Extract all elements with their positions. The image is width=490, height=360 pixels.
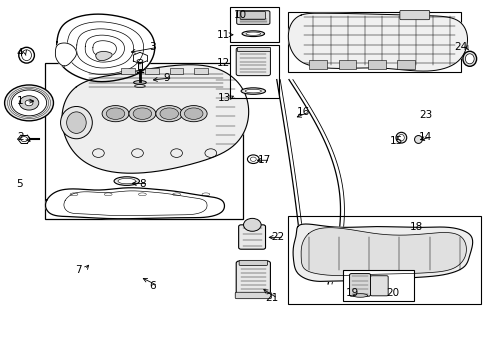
Text: 14: 14	[419, 132, 432, 142]
FancyBboxPatch shape	[239, 260, 268, 265]
Ellipse shape	[160, 108, 178, 120]
Text: 3: 3	[149, 42, 155, 52]
Text: 23: 23	[419, 111, 432, 121]
Text: 9: 9	[164, 73, 170, 83]
Bar	[230, 45, 279, 98]
Ellipse shape	[353, 294, 368, 297]
Text: 18: 18	[409, 222, 423, 231]
Text: 13: 13	[218, 93, 231, 103]
Ellipse shape	[106, 108, 125, 120]
Ellipse shape	[241, 88, 266, 94]
Text: 8: 8	[139, 179, 146, 189]
Ellipse shape	[245, 89, 261, 93]
Bar	[288, 216, 481, 304]
FancyBboxPatch shape	[349, 274, 370, 296]
Text: 11: 11	[217, 30, 230, 40]
Text: 7: 7	[75, 265, 82, 275]
Text: 19: 19	[346, 288, 359, 298]
Ellipse shape	[133, 108, 152, 120]
Polygon shape	[289, 13, 467, 71]
Text: 2: 2	[17, 132, 24, 142]
FancyBboxPatch shape	[370, 276, 388, 296]
Text: 12: 12	[217, 58, 230, 68]
Ellipse shape	[114, 177, 140, 185]
Ellipse shape	[102, 105, 129, 122]
Text: 15: 15	[390, 136, 403, 145]
Ellipse shape	[466, 54, 474, 64]
FancyBboxPatch shape	[236, 261, 270, 298]
Circle shape	[244, 219, 261, 231]
Ellipse shape	[180, 105, 207, 122]
Ellipse shape	[67, 112, 86, 134]
Circle shape	[11, 90, 47, 116]
Text: 10: 10	[234, 10, 246, 20]
Bar	[397, 60, 415, 69]
Ellipse shape	[184, 108, 203, 120]
Polygon shape	[62, 65, 248, 173]
Bar	[146, 68, 159, 74]
Bar	[138, 62, 143, 69]
Text: 1: 1	[17, 96, 24, 106]
Polygon shape	[293, 224, 473, 282]
Circle shape	[4, 85, 53, 121]
Text: 16: 16	[297, 107, 310, 117]
Bar	[368, 60, 386, 69]
Text: 5: 5	[16, 179, 23, 189]
Ellipse shape	[118, 179, 136, 184]
Ellipse shape	[61, 107, 92, 139]
Bar	[45, 63, 243, 220]
Text: 17: 17	[258, 155, 271, 165]
Polygon shape	[55, 43, 76, 66]
Polygon shape	[96, 51, 112, 60]
Bar	[343, 270, 414, 301]
Circle shape	[19, 96, 39, 110]
Polygon shape	[301, 228, 466, 275]
Text: 6: 6	[149, 281, 155, 291]
Bar	[121, 68, 135, 74]
Ellipse shape	[129, 105, 156, 122]
Text: 22: 22	[271, 232, 285, 242]
Bar	[194, 68, 208, 74]
FancyBboxPatch shape	[235, 292, 271, 299]
Text: 20: 20	[386, 288, 399, 298]
FancyBboxPatch shape	[239, 225, 266, 249]
Polygon shape	[56, 14, 155, 82]
Bar	[230, 7, 279, 42]
Polygon shape	[46, 188, 224, 219]
Bar	[339, 60, 356, 69]
Ellipse shape	[463, 51, 477, 66]
Text: 24: 24	[454, 42, 467, 52]
Text: 21: 21	[265, 293, 278, 303]
Circle shape	[25, 100, 33, 106]
FancyBboxPatch shape	[236, 48, 270, 76]
Text: 4: 4	[16, 48, 23, 58]
FancyBboxPatch shape	[240, 12, 266, 19]
Ellipse shape	[246, 32, 261, 35]
Bar	[288, 12, 462, 72]
Bar	[310, 60, 327, 69]
Ellipse shape	[396, 132, 407, 143]
Ellipse shape	[415, 135, 422, 143]
Ellipse shape	[398, 134, 404, 141]
FancyBboxPatch shape	[237, 11, 270, 24]
Bar	[237, 46, 270, 51]
FancyBboxPatch shape	[400, 10, 430, 20]
Ellipse shape	[242, 31, 265, 37]
Bar	[170, 68, 183, 74]
Ellipse shape	[156, 105, 183, 122]
